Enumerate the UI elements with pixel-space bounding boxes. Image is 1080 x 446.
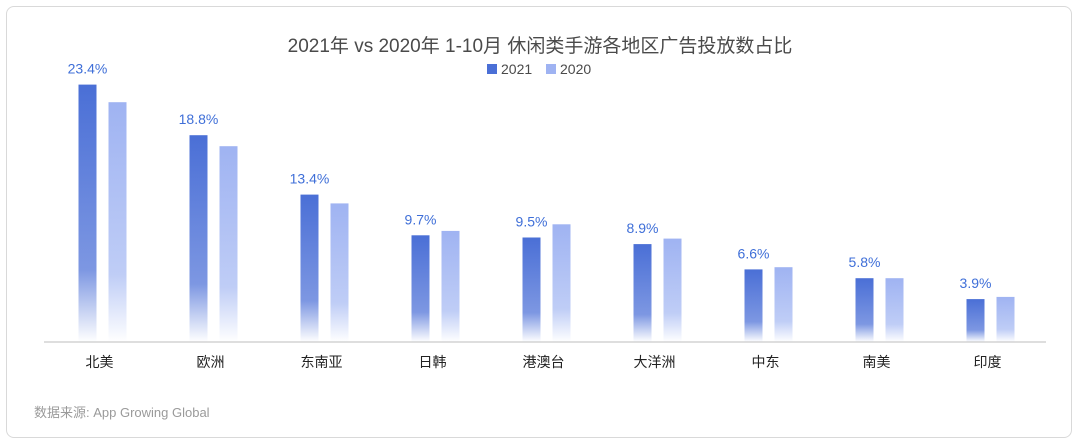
chart-title: 2021年 vs 2020年 1-10月 休闲类手游各地区广告投放数占比 — [288, 35, 793, 57]
data-label-1: 18.8% — [179, 111, 219, 127]
bar-2020-4 — [552, 224, 571, 342]
x-tick-label-0: 北美 — [86, 354, 114, 370]
legend: 2021 2020 — [487, 61, 591, 77]
x-tick-label-1: 欧洲 — [197, 354, 225, 370]
chart-frame — [6, 6, 1072, 438]
legend-swatch-2021 — [487, 64, 497, 74]
bar-2020-2 — [330, 203, 349, 342]
bar-2021-3 — [411, 235, 430, 342]
bars-group: 23.4% 18.8% 13.4% 9.7% 9.5% 8.9% 6.6% 5.8% 3.9% — [68, 61, 1015, 342]
bar-2021-7 — [855, 278, 874, 342]
bar-2021-8 — [966, 299, 985, 342]
bar-2021-1 — [189, 135, 208, 342]
x-tick-label-4: 港澳台 — [523, 354, 565, 370]
legend-label-2021: 2021 — [501, 61, 532, 77]
data-label-7: 5.8% — [849, 254, 881, 270]
x-tick-label-5: 大洋洲 — [634, 354, 676, 370]
data-label-2: 13.4% — [290, 171, 330, 187]
bar-2021-4 — [522, 237, 541, 342]
bar-2021-2 — [300, 194, 319, 342]
bar-2021-6 — [744, 269, 763, 342]
bar-2020-3 — [441, 230, 460, 342]
bar-2021-0 — [78, 84, 97, 342]
x-tick-label-2: 东南亚 — [301, 354, 343, 370]
bar-2020-5 — [663, 238, 682, 342]
x-tick-label-6: 中东 — [752, 354, 780, 370]
bar-2020-6 — [774, 267, 793, 342]
bar-2021-5 — [633, 244, 652, 342]
bar-2020-7 — [885, 278, 904, 342]
data-label-3: 9.7% — [405, 211, 437, 227]
category-labels: 北美 欧洲 东南亚 日韩 港澳台 大洋洲 中东 南美 印度 — [86, 354, 1002, 370]
x-tick-label-7: 南美 — [863, 354, 891, 370]
data-label-4: 9.5% — [516, 214, 548, 230]
legend-label-2020: 2020 — [560, 61, 591, 77]
data-label-8: 3.9% — [960, 275, 992, 291]
bar-2020-8 — [996, 296, 1015, 342]
legend-swatch-2020 — [546, 64, 556, 74]
data-label-5: 8.9% — [627, 220, 659, 236]
data-label-0: 23.4% — [68, 61, 108, 77]
bar-2020-0 — [108, 102, 127, 342]
x-tick-label-8: 印度 — [974, 354, 1002, 370]
source-note: 数据来源: App Growing Global — [34, 405, 210, 420]
x-tick-label-3: 日韩 — [419, 354, 447, 370]
data-label-6: 6.6% — [738, 245, 770, 261]
bar-2020-1 — [219, 146, 238, 342]
